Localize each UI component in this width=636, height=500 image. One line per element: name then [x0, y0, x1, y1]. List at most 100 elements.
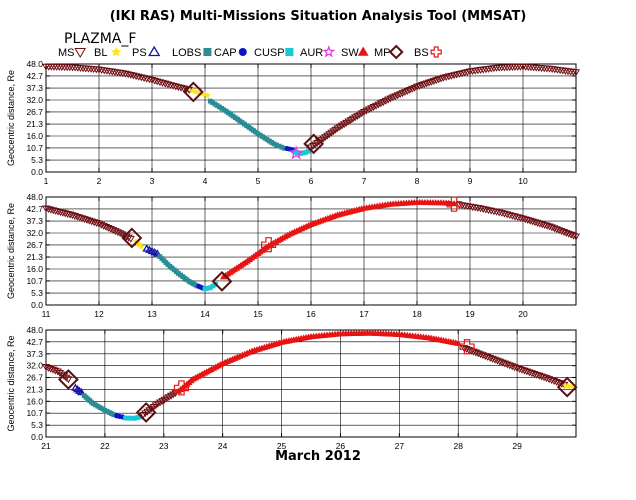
x-tick-label: 27 — [395, 441, 405, 451]
y-tick-label: 48.0 — [26, 325, 43, 335]
y-tick-label: 32.0 — [26, 361, 43, 371]
point-ms — [137, 74, 146, 82]
x-tick-label: 6 — [309, 176, 314, 186]
y-axis-title: Geocentric distance, Re — [6, 203, 16, 299]
point-ms — [526, 217, 535, 225]
point-ps — [76, 387, 86, 396]
point-ms — [486, 354, 495, 362]
point-ms — [500, 360, 509, 368]
point-ms — [508, 212, 517, 220]
point-ms — [161, 80, 170, 88]
date-axis-label: March 2012 — [275, 449, 361, 464]
segment-ms — [306, 63, 581, 152]
mp-crossing — [121, 227, 143, 249]
x-tick-label: 3 — [150, 176, 155, 186]
y-tick-label: 10.7 — [26, 276, 43, 286]
y-tick-label: 42.7 — [26, 337, 43, 347]
segment-lobs — [157, 254, 200, 289]
point-ms — [521, 216, 530, 224]
point-ms — [540, 374, 549, 382]
legend-marker-ms — [74, 48, 87, 58]
y-tick-label: 48.0 — [26, 59, 43, 69]
point-ms — [53, 208, 63, 216]
legend-item-bs: BS — [414, 46, 442, 59]
point-ms — [484, 207, 493, 215]
point-lobs — [276, 143, 282, 149]
point-ms — [158, 79, 167, 87]
point-cusp — [126, 415, 131, 421]
point-ms — [139, 75, 149, 83]
bs-crossing — [446, 196, 462, 212]
point-ms — [533, 219, 542, 227]
point-ms — [498, 359, 507, 367]
x-tick-label: 10 — [518, 176, 528, 186]
x-tick-label: 15 — [253, 309, 263, 319]
point-ms — [73, 213, 82, 221]
x-tick-label: 23 — [159, 441, 169, 451]
y-tick-label: 32.0 — [26, 95, 43, 105]
point-ms — [56, 209, 65, 217]
y-tick-label: 0.0 — [31, 167, 43, 177]
x-tick-label: 29 — [512, 441, 522, 451]
y-tick-label: 5.3 — [31, 420, 43, 430]
point-ms — [481, 206, 490, 214]
y-tick-label: 5.3 — [31, 288, 43, 298]
chart-panel-1: 0.0 5.3 10.7 16.0 21.3 26.7 32.0 37.3 42.7 48.0 1 2… — [6, 59, 581, 186]
y-tick-label: 16.0 — [26, 131, 43, 141]
point-ms — [174, 84, 183, 92]
point-ms — [493, 357, 502, 365]
segment-lobs — [207, 98, 287, 151]
x-tick-label: 17 — [359, 309, 369, 319]
point-ms — [483, 354, 492, 361]
point-ms — [49, 207, 58, 215]
plot-frame — [45, 329, 577, 438]
mp-crossing — [556, 376, 578, 398]
grid — [46, 197, 576, 305]
point-ms — [87, 218, 96, 226]
point-ms — [126, 235, 135, 243]
y-tick-label: 48.0 — [26, 192, 43, 202]
y-tick-label: 32.0 — [26, 228, 43, 238]
legend-item-sw: SW — [341, 46, 369, 59]
legend-label-bl: BL — [94, 47, 107, 59]
point-ms — [530, 219, 540, 227]
point-ms — [132, 73, 141, 81]
bs-crossing — [173, 380, 190, 396]
point-bl — [137, 242, 145, 250]
x-tick-label: 19 — [465, 309, 475, 319]
point-ms — [153, 78, 162, 86]
point-ms — [510, 364, 519, 372]
point-ms — [535, 220, 544, 228]
point-cusp — [123, 415, 128, 421]
point-ms — [64, 376, 73, 384]
point-ms — [80, 216, 89, 224]
point-ms — [169, 82, 178, 90]
point-ms — [547, 377, 556, 385]
point-cusp — [202, 286, 208, 292]
mp-crossing — [182, 81, 204, 103]
point-ms — [124, 234, 133, 242]
segment-aur — [288, 145, 304, 160]
segment-sw — [174, 329, 462, 394]
segment-bl — [188, 87, 212, 99]
legend-marker-lobs — [203, 48, 212, 56]
point-cusp — [205, 285, 211, 291]
point-ms — [543, 222, 552, 230]
point-ms — [489, 208, 498, 216]
segment-ms — [460, 345, 569, 389]
legend-item-aur: AUR — [300, 45, 336, 59]
point-ms — [518, 215, 528, 223]
point-ms — [46, 206, 55, 214]
x-tick-label: 22 — [100, 441, 110, 451]
x-tick-label: 9 — [468, 176, 473, 186]
y-tick-label: 10.7 — [26, 408, 43, 418]
orbit-track — [41, 63, 581, 160]
segment-ms — [139, 390, 180, 419]
x-tick-label: 4 — [203, 176, 208, 186]
point-ms — [68, 212, 77, 220]
point-ms — [490, 356, 500, 364]
y-tick-label: 37.3 — [26, 216, 43, 226]
point-cusp — [300, 150, 306, 156]
point-cusp — [292, 149, 298, 155]
